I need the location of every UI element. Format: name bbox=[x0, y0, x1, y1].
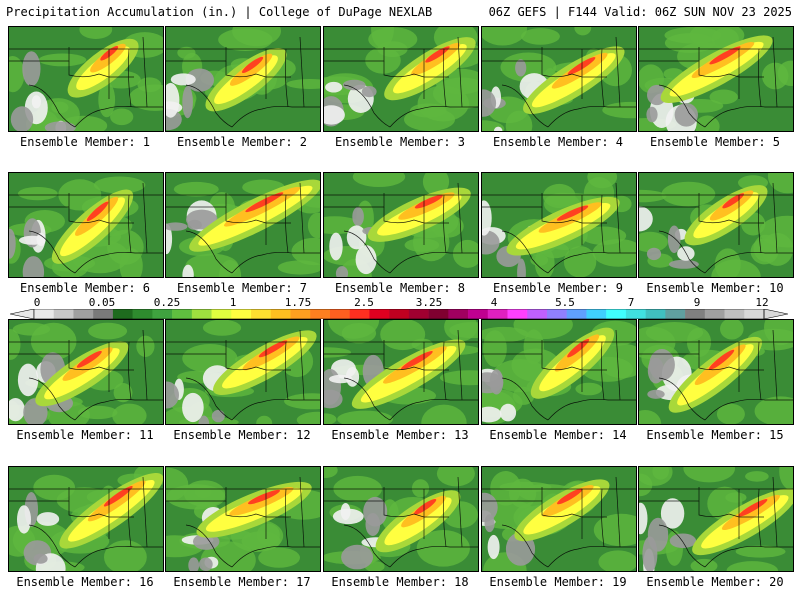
ensemble-member-label: Ensemble Member: 15 bbox=[646, 428, 784, 442]
ensemble-member-label: Ensemble Member: 17 bbox=[173, 575, 311, 589]
ensemble-member-label: Ensemble Member: 3 bbox=[334, 135, 466, 149]
colorbar-segment bbox=[251, 309, 272, 319]
ensemble-member-label: Ensemble Member: 11 bbox=[16, 428, 154, 442]
ensemble-map-panel bbox=[323, 26, 479, 132]
colorbar-segment bbox=[73, 309, 94, 319]
colorbar-segment bbox=[172, 309, 193, 319]
colorbar-left-arrow bbox=[10, 309, 35, 319]
ensemble-member-label: Ensemble Member: 20 bbox=[646, 575, 784, 589]
colorbar-tick-label: 4 bbox=[490, 296, 498, 309]
colorbar-segment bbox=[527, 309, 548, 319]
ensemble-member-label: Ensemble Member: 7 bbox=[176, 281, 308, 295]
colorbar-tick-label: 0.25 bbox=[153, 296, 181, 309]
colorbar-segment bbox=[744, 309, 765, 319]
colorbar-segment bbox=[586, 309, 607, 319]
ensemble-map-panel bbox=[8, 26, 164, 132]
ensemble-member-label: Ensemble Member: 19 bbox=[489, 575, 627, 589]
ensemble-map-panel bbox=[323, 319, 479, 425]
colorbar-tick-label: 9 bbox=[693, 296, 701, 309]
ensemble-map-panel bbox=[8, 172, 164, 278]
colorbar-segment bbox=[270, 309, 291, 319]
colorbar-segment bbox=[606, 309, 627, 319]
colorbar-segment bbox=[329, 309, 350, 319]
ensemble-map-panel bbox=[165, 466, 321, 572]
ensemble-map-panel bbox=[165, 26, 321, 132]
ensemble-map-panel bbox=[638, 466, 794, 572]
ensemble-map-panel bbox=[481, 26, 637, 132]
colorbar-segment bbox=[428, 309, 449, 319]
colorbar-segment bbox=[112, 309, 133, 319]
colorbar-segment bbox=[211, 309, 232, 319]
colorbar-segment bbox=[625, 309, 646, 319]
colorbar-segment bbox=[566, 309, 587, 319]
colorbar-tick-label: 5.5 bbox=[555, 296, 575, 309]
ensemble-map-panel bbox=[481, 172, 637, 278]
colorbar-tick-label: 3.25 bbox=[415, 296, 443, 309]
ensemble-map-panel bbox=[8, 466, 164, 572]
colorbar-segment bbox=[487, 309, 508, 319]
ensemble-member-label: Ensemble Member: 4 bbox=[492, 135, 624, 149]
colorbar-segment bbox=[152, 309, 173, 319]
colorbar-segment bbox=[724, 309, 745, 319]
colorbar-right-arrow bbox=[763, 309, 788, 319]
ensemble-member-label: Ensemble Member: 6 bbox=[19, 281, 151, 295]
ensemble-map-panel bbox=[638, 26, 794, 132]
ensemble-member-label: Ensemble Member: 14 bbox=[489, 428, 627, 442]
ensemble-member-label: Ensemble Member: 16 bbox=[16, 575, 154, 589]
colorbar-segment bbox=[468, 309, 489, 319]
colorbar-segment bbox=[448, 309, 469, 319]
colorbar-tick-label: 7 bbox=[627, 296, 635, 309]
ensemble-member-label: Ensemble Member: 12 bbox=[173, 428, 311, 442]
colorbar-segment bbox=[349, 309, 370, 319]
ensemble-map-panel bbox=[8, 319, 164, 425]
ensemble-map-panel bbox=[638, 172, 794, 278]
colorbar-tick-label: 0 bbox=[33, 296, 41, 309]
ensemble-member-label: Ensemble Member: 8 bbox=[334, 281, 466, 295]
colorbar-tick-label: 2.5 bbox=[354, 296, 374, 309]
colorbar-tick-label: 12 bbox=[755, 296, 769, 309]
colorbar-segment bbox=[645, 309, 666, 319]
ensemble-member-label: Ensemble Member: 18 bbox=[331, 575, 469, 589]
colorbar-segment bbox=[369, 309, 390, 319]
ensemble-member-label: Ensemble Member: 13 bbox=[331, 428, 469, 442]
ensemble-member-label: Ensemble Member: 1 bbox=[19, 135, 151, 149]
ensemble-map-panel bbox=[165, 319, 321, 425]
colorbar-segment bbox=[290, 309, 311, 319]
colorbar-tick-label: 1.75 bbox=[284, 296, 312, 309]
colorbar-segment bbox=[408, 309, 429, 319]
colorbar-segment bbox=[53, 309, 74, 319]
ensemble-map-panel bbox=[638, 319, 794, 425]
colorbar-segment bbox=[231, 309, 252, 319]
colorbar-segment bbox=[132, 309, 153, 319]
colorbar-segment bbox=[191, 309, 212, 319]
colorbar-segment bbox=[546, 309, 567, 319]
map-title: Precipitation Accumulation (in.) | Colle… bbox=[6, 5, 433, 19]
colorbar-segment bbox=[93, 309, 114, 319]
ensemble-member-label: Ensemble Member: 5 bbox=[649, 135, 781, 149]
colorbar-tick-label: 0.05 bbox=[88, 296, 116, 309]
precip-colorbar bbox=[10, 309, 788, 319]
colorbar-segment bbox=[685, 309, 706, 319]
ensemble-map-panel bbox=[481, 466, 637, 572]
colorbar-segment bbox=[34, 309, 55, 319]
colorbar-tick-label: 1 bbox=[229, 296, 237, 309]
ensemble-member-label: Ensemble Member: 9 bbox=[492, 281, 624, 295]
colorbar-segment bbox=[704, 309, 725, 319]
model-valid-time: 06Z GEFS | F144 Valid: 06Z SUN NOV 23 20… bbox=[488, 5, 792, 19]
ensemble-map-panel bbox=[323, 466, 479, 572]
colorbar-segment bbox=[507, 309, 528, 319]
ensemble-member-label: Ensemble Member: 10 bbox=[646, 281, 784, 295]
ensemble-map-panel bbox=[165, 172, 321, 278]
ensemble-map-panel bbox=[481, 319, 637, 425]
colorbar-segment bbox=[310, 309, 331, 319]
ensemble-map-panel bbox=[323, 172, 479, 278]
colorbar-segment bbox=[389, 309, 410, 319]
colorbar-segment bbox=[665, 309, 686, 319]
ensemble-member-label: Ensemble Member: 2 bbox=[176, 135, 308, 149]
